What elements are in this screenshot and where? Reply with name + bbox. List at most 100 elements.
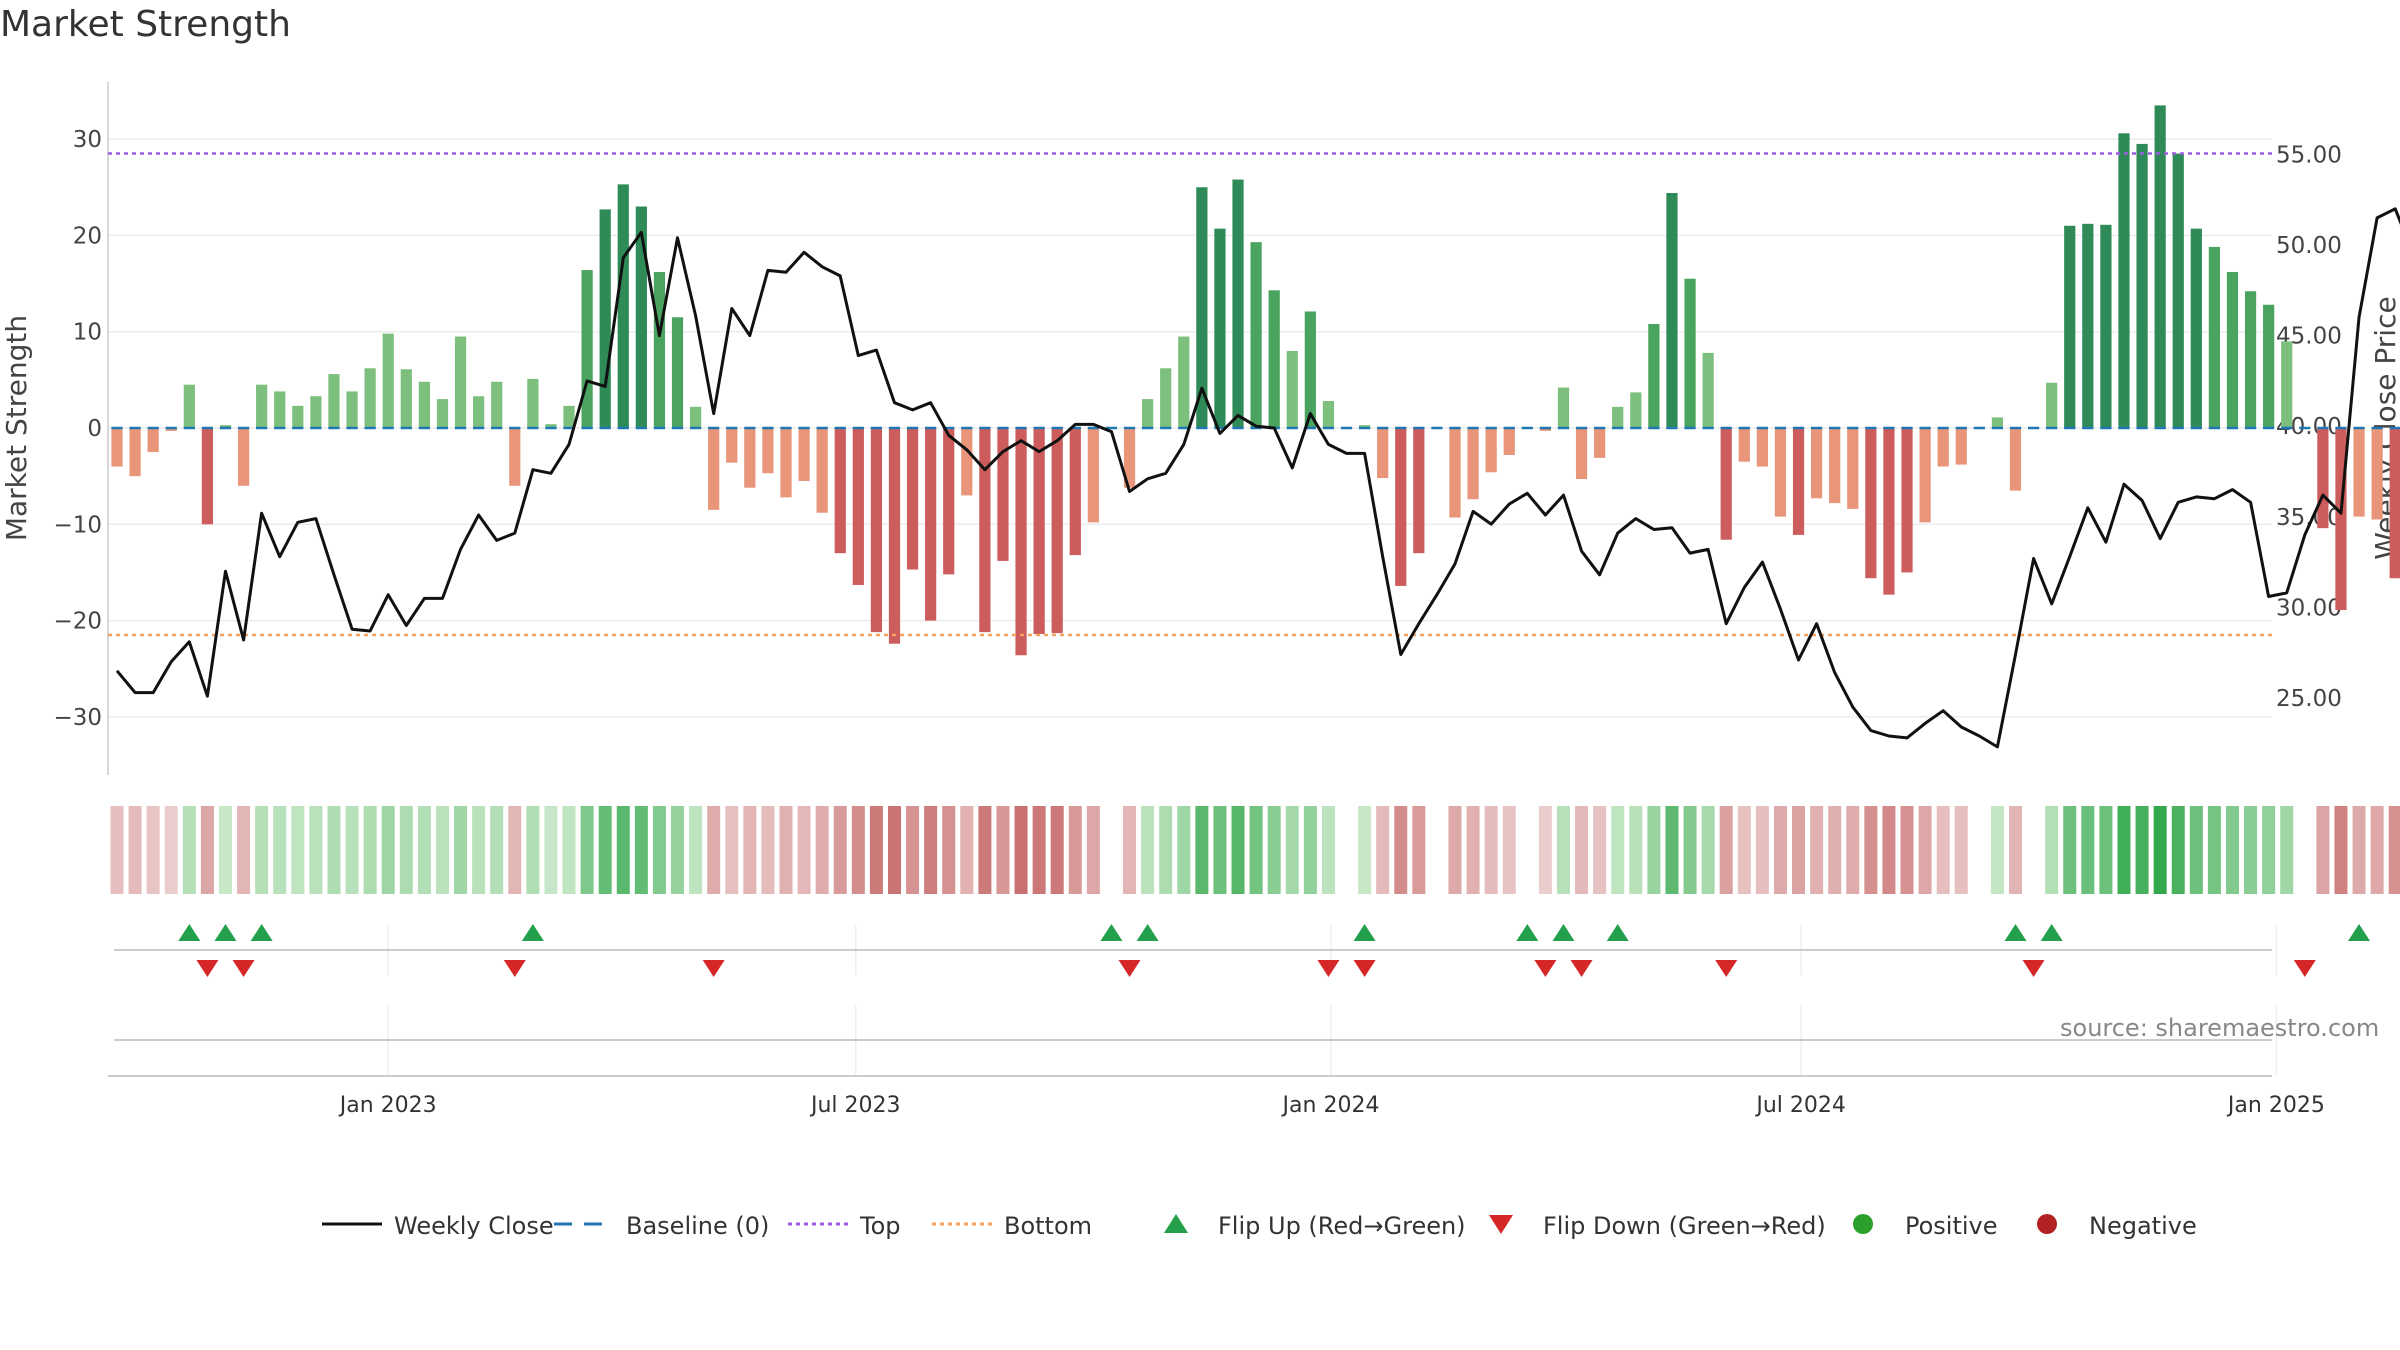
strength-bar: [906, 428, 919, 570]
heat-cell: [1810, 806, 1824, 894]
heat-cell: [1303, 806, 1317, 894]
legend-item[interactable]: Flip Up (Red→Green): [1164, 1212, 1466, 1240]
heat-cell: [779, 806, 793, 894]
heat-cell: [616, 806, 630, 894]
heat-cell: [634, 806, 648, 894]
strength-bar: [310, 396, 322, 428]
heat-cell: [363, 806, 377, 894]
heat-cell: [887, 806, 901, 894]
strength-bars: [111, 105, 2400, 656]
strength-bar: [653, 271, 666, 428]
empty-panel: [114, 1005, 2278, 1075]
heat-cell: [1792, 806, 1806, 894]
strength-heat-strip: [110, 806, 2400, 894]
strength-bar: [979, 428, 991, 633]
heat-cell: [1502, 806, 1516, 894]
strength-bar: [454, 336, 467, 428]
flip-down-marker: [503, 960, 526, 977]
heat-cell: [562, 806, 576, 894]
heat-cell: [689, 806, 703, 894]
legend-item[interactable]: Baseline (0): [554, 1212, 769, 1240]
heat-cell: [1032, 806, 1046, 894]
heat-cell: [2225, 806, 2239, 894]
strength-bar: [1702, 352, 1714, 428]
heat-cell: [1954, 806, 1968, 894]
strength-bar: [1594, 428, 1606, 458]
heat-cell: [1267, 806, 1281, 894]
legend-item[interactable]: Negative: [2037, 1212, 2197, 1240]
strength-bar: [1377, 428, 1389, 479]
heat-cell: [671, 806, 685, 894]
legend-item[interactable]: Bottom: [932, 1212, 1092, 1240]
heat-cell: [2063, 806, 2077, 894]
flip-up-marker: [214, 924, 237, 941]
strength-bar: [2190, 228, 2202, 428]
strength-bar: [2172, 153, 2184, 429]
strength-bar: [1322, 401, 1335, 428]
flip-up-marker: [250, 924, 273, 941]
strength-bar: [2208, 246, 2221, 428]
heat-cell: [381, 806, 395, 894]
strength-bar: [1648, 323, 1660, 428]
heat-cell: [1141, 806, 1155, 894]
strength-bar: [635, 206, 647, 428]
legend-item[interactable]: Weekly Close: [322, 1212, 554, 1240]
heat-cell: [1665, 806, 1679, 894]
x-axis: Jan 2023 Jul 2023 Jan 2024 Jul 2024 Jan 2025…: [108, 1075, 2325, 1118]
heat-cell: [2171, 806, 2185, 894]
strength-bar: [925, 428, 937, 621]
strength-bar: [870, 428, 883, 633]
strength-bar: [780, 428, 792, 498]
strength-bar: [1630, 392, 1642, 428]
heat-cell: [1846, 806, 1860, 894]
strength-bar: [2389, 428, 2400, 579]
strength-bar: [2353, 428, 2365, 517]
strength-bar: [1160, 368, 1172, 428]
legend-item[interactable]: Positive: [1853, 1212, 1998, 1240]
heat-cell: [960, 806, 974, 894]
flip-up-marker: [2004, 924, 2027, 941]
strength-bar: [2263, 304, 2275, 428]
heat-cell: [1123, 806, 1137, 894]
strength-bar: [798, 428, 810, 481]
heat-cell: [417, 806, 431, 894]
strength-bar: [726, 428, 738, 463]
heat-cell: [652, 806, 666, 894]
heat-cell: [1936, 806, 1950, 894]
strength-bar: [816, 428, 828, 513]
flip-up-marker: [2040, 924, 2063, 941]
heat-cell: [2081, 806, 2095, 894]
heat-cell: [1231, 806, 1245, 894]
heat-cell: [1918, 806, 1932, 894]
strength-bar: [147, 428, 159, 453]
heat-cell: [508, 806, 522, 894]
strength-bar: [111, 428, 123, 467]
strength-bar: [1792, 428, 1805, 535]
strength-bar: [2317, 428, 2329, 529]
heat-cell: [1448, 806, 1462, 894]
heat-cell: [833, 806, 847, 894]
strength-bar: [1395, 428, 1407, 586]
flip-down-marker: [1715, 960, 1738, 977]
legend-item[interactable]: Flip Down (Green→Red): [1489, 1212, 1826, 1240]
strength-bar: [1774, 428, 1787, 517]
strength-bar: [2226, 271, 2239, 428]
strength-bar: [1539, 428, 1552, 431]
strength-bar: [1214, 228, 1226, 428]
heat-cell: [2244, 806, 2258, 894]
heat-cell: [1068, 806, 1082, 894]
heat-cell: [2135, 806, 2149, 894]
legend-item[interactable]: Top: [788, 1212, 901, 1240]
heat-cell: [978, 806, 992, 894]
heat-cell: [526, 806, 540, 894]
heat-cell: [2388, 806, 2400, 894]
strength-bar: [1955, 428, 1967, 465]
legend[interactable]: Weekly Close Baseline (0) Top Bottom Flip Up…: [322, 1212, 2197, 1240]
strength-bar: [1666, 193, 1678, 428]
heat-cell: [472, 806, 486, 894]
heat-cell: [435, 806, 449, 894]
heat-cell: [309, 806, 323, 894]
heat-cell: [2045, 806, 2059, 894]
weekly-close-polyline: [115, 207, 2400, 749]
